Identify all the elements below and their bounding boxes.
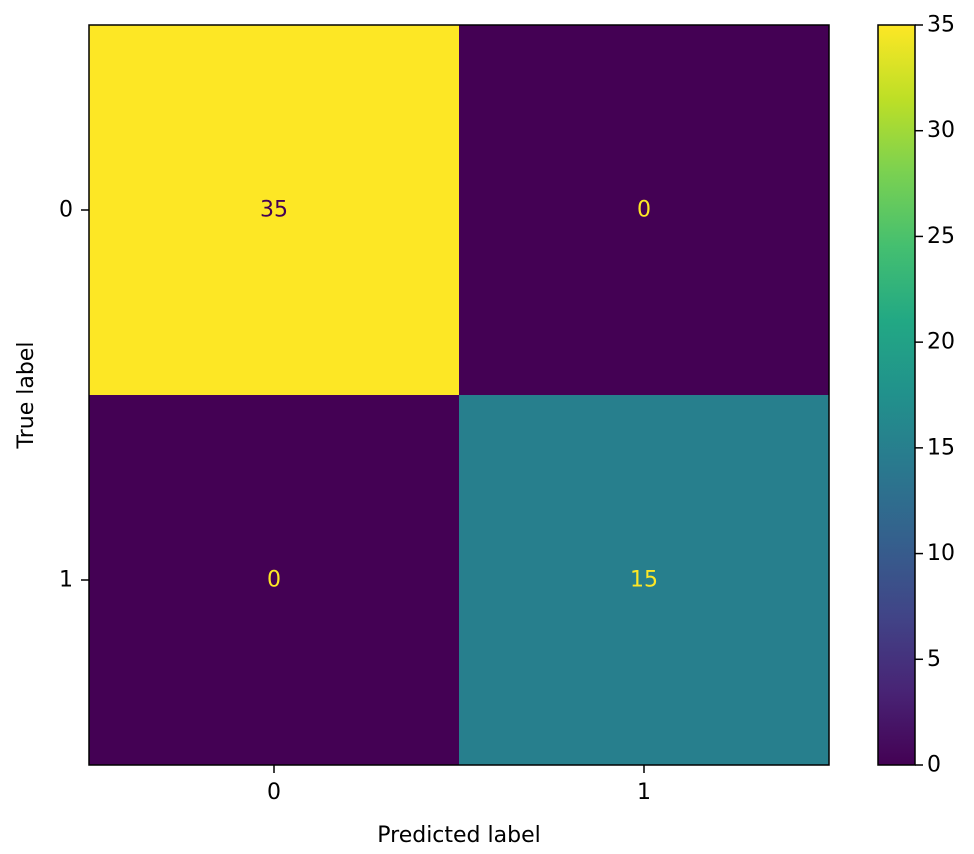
- cell-value-label: 0: [267, 568, 281, 593]
- y-tick-label: 1: [59, 568, 73, 593]
- colorbar: [877, 24, 916, 766]
- heatmap-cells: [89, 25, 829, 765]
- heatmap-cell: [89, 25, 459, 395]
- colorbar-tick-label: 0: [927, 753, 941, 778]
- colorbar-tick-label: 30: [927, 118, 955, 143]
- cell-value-label: 0: [637, 198, 651, 223]
- colorbar-tick-label: 10: [927, 541, 955, 566]
- y-axis-title: True label: [14, 342, 39, 450]
- colorbar-tick-label: 35: [927, 13, 955, 38]
- heatmap-cell: [89, 395, 459, 765]
- x-tick-label: 1: [637, 780, 651, 805]
- colorbar-tick-label: 5: [927, 647, 941, 672]
- heatmap-cell: [459, 395, 829, 765]
- cell-value-label: 35: [260, 198, 288, 223]
- plot-frame: [88, 24, 830, 766]
- colorbar-tick-label: 15: [927, 435, 955, 460]
- cell-value-label: 15: [630, 568, 658, 593]
- colorbar-tick-label: 25: [927, 224, 955, 249]
- heatmap-cell-labels: 35 0 0 15: [260, 198, 658, 593]
- x-tick-label: 0: [267, 780, 281, 805]
- colorbar-ticks: 0 5 10 15 20 25 30 35: [915, 13, 955, 778]
- colorbar-tick-label: 20: [927, 330, 955, 355]
- y-tick-label: 0: [59, 198, 73, 223]
- x-axis-title: Predicted label: [377, 823, 540, 848]
- heatmap-cell: [459, 25, 829, 395]
- y-axis-ticks: 01: [59, 198, 89, 593]
